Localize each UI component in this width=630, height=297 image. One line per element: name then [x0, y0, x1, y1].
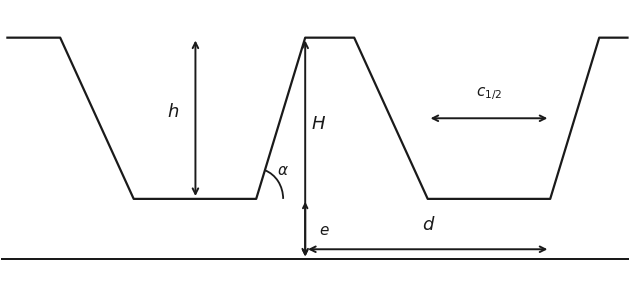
Text: h: h	[167, 103, 178, 121]
Text: e: e	[319, 223, 328, 238]
Text: d: d	[422, 216, 433, 234]
Text: $c_{1/2}$: $c_{1/2}$	[476, 85, 502, 102]
Text: H: H	[311, 115, 324, 133]
Text: $\alpha$: $\alpha$	[277, 163, 289, 178]
